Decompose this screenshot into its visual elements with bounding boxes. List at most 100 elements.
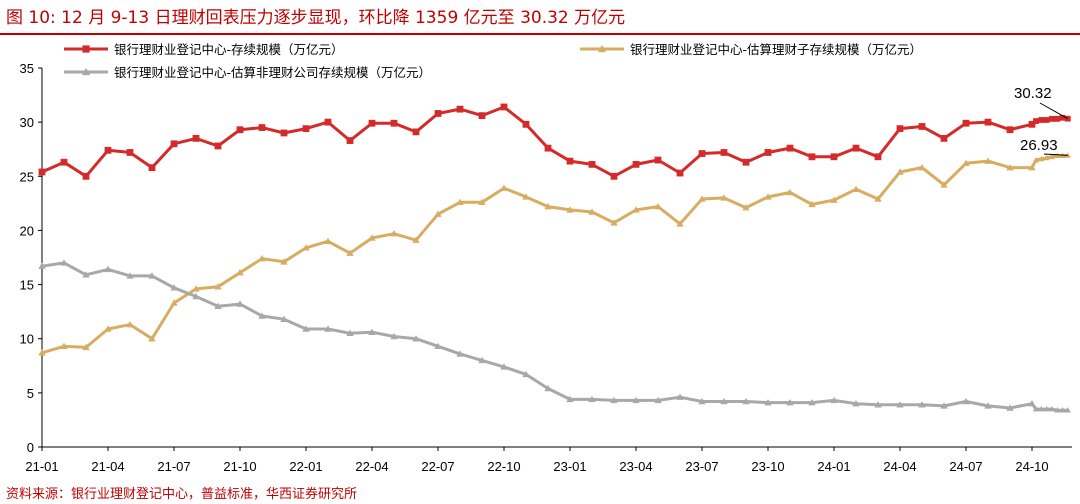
legend-item: 银行理财业登记中心-存续规模（万亿元）: [64, 42, 344, 57]
data-point: [786, 144, 794, 152]
data-point: [896, 168, 904, 175]
x-tick-label: 24-01: [817, 459, 850, 474]
data-point-weekly: [1059, 114, 1066, 121]
data-point: [478, 112, 486, 120]
data-point: [984, 118, 992, 126]
data-point: [478, 198, 486, 206]
data-point: [544, 384, 552, 392]
data-point: [544, 144, 552, 152]
data-point-weekly: [1038, 117, 1045, 123]
data-point: [940, 134, 948, 142]
data-point: [500, 184, 508, 191]
data-point: [38, 262, 46, 269]
data-point-weekly: [1033, 118, 1039, 124]
data-point: [82, 172, 90, 180]
data-point: [126, 149, 134, 156]
data-point: [940, 181, 948, 188]
data-point: [82, 343, 90, 351]
data-point: [896, 125, 904, 133]
x-tick-label: 21-01: [25, 459, 58, 474]
data-point: [126, 320, 134, 328]
data-point: [918, 123, 926, 130]
value-annotation: 30.32: [1014, 85, 1069, 120]
y-tick-label: 0: [27, 440, 34, 455]
y-tick-label: 25: [20, 169, 34, 184]
y-tick-label: 35: [20, 61, 34, 76]
data-point-weekly: [1054, 152, 1061, 159]
y-tick-label: 30: [20, 115, 34, 130]
data-point: [258, 254, 266, 262]
data-point: [324, 325, 332, 332]
data-point: [302, 325, 310, 332]
data-point: [170, 284, 178, 291]
annotation-leader: [1039, 102, 1069, 120]
data-point: [698, 150, 706, 157]
legend-swatch-marker: [81, 67, 91, 76]
x-tick-label: 22-10: [487, 459, 520, 474]
data-point: [368, 119, 376, 127]
source-note: 资料来源：银行业理财登记中心，普益标准，华西证券研究所: [6, 487, 358, 502]
data-point: [1006, 126, 1014, 134]
data-point: [852, 400, 860, 407]
data-point: [654, 396, 662, 404]
chart-legend: 银行理财业登记中心-存续规模（万亿元） 银行理财业登记中心-估算理财子存续规模（万…: [64, 42, 922, 80]
data-point: [1006, 163, 1014, 171]
data-point: [368, 328, 376, 335]
data-point: [60, 158, 68, 166]
data-point: [412, 335, 420, 342]
series-2: [38, 259, 1071, 413]
data-point: [280, 129, 288, 137]
x-tick-label: 23-04: [619, 459, 652, 474]
data-point: [588, 208, 596, 215]
x-tick-label: 21-04: [91, 459, 124, 474]
data-point: [874, 401, 882, 408]
title-divider: [0, 33, 1080, 35]
legend-item: 银行理财业登记中心-估算理财子存续规模（万亿元）: [580, 42, 922, 57]
data-point-weekly: [1048, 153, 1056, 160]
data-point: [610, 396, 618, 404]
data-point: [302, 244, 310, 251]
data-point: [478, 356, 486, 364]
data-point: [434, 210, 442, 217]
data-point-weekly: [1032, 156, 1040, 163]
data-point: [742, 397, 750, 405]
data-point: [698, 397, 706, 405]
x-tick-label: 21-07: [157, 459, 190, 474]
legend-swatch-marker: [82, 45, 90, 53]
data-point: [896, 401, 904, 408]
data-point: [984, 157, 992, 164]
legend-label: 银行理财业登记中心-估算非理财公司存续规模（万亿元）: [114, 65, 431, 80]
data-point-weekly: [1059, 407, 1066, 413]
annotation-label: 30.32: [1014, 85, 1052, 102]
data-point: [742, 158, 750, 166]
data-point-weekly: [1048, 405, 1056, 412]
data-point: [522, 193, 530, 200]
data-point: [720, 149, 728, 156]
y-tick-label: 15: [20, 278, 34, 293]
data-point: [456, 350, 464, 357]
data-point: [104, 325, 112, 332]
data-point: [962, 159, 970, 167]
data-point: [808, 398, 816, 406]
data-point: [1006, 404, 1014, 411]
x-tick-label: 21-10: [223, 459, 256, 474]
data-point: [192, 134, 200, 142]
data-point: [60, 259, 68, 266]
data-point: [214, 283, 222, 290]
data-point: [82, 271, 90, 278]
data-point-weekly: [1054, 116, 1061, 122]
data-point: [390, 119, 398, 127]
data-point-weekly: [1049, 116, 1055, 122]
legend-label: 银行理财业登记中心-估算理财子存续规模（万亿元）: [630, 42, 922, 57]
data-point: [962, 397, 970, 405]
data-point: [412, 128, 420, 136]
data-point: [434, 110, 442, 117]
data-point: [214, 302, 222, 309]
data-point-weekly: [1043, 154, 1050, 161]
data-point: [566, 206, 574, 213]
data-point: [698, 195, 706, 202]
y-tick-label: 5: [27, 386, 34, 401]
x-tick-label: 23-07: [685, 459, 718, 474]
chart-series: [38, 103, 1071, 413]
data-point-weekly: [1054, 407, 1061, 413]
